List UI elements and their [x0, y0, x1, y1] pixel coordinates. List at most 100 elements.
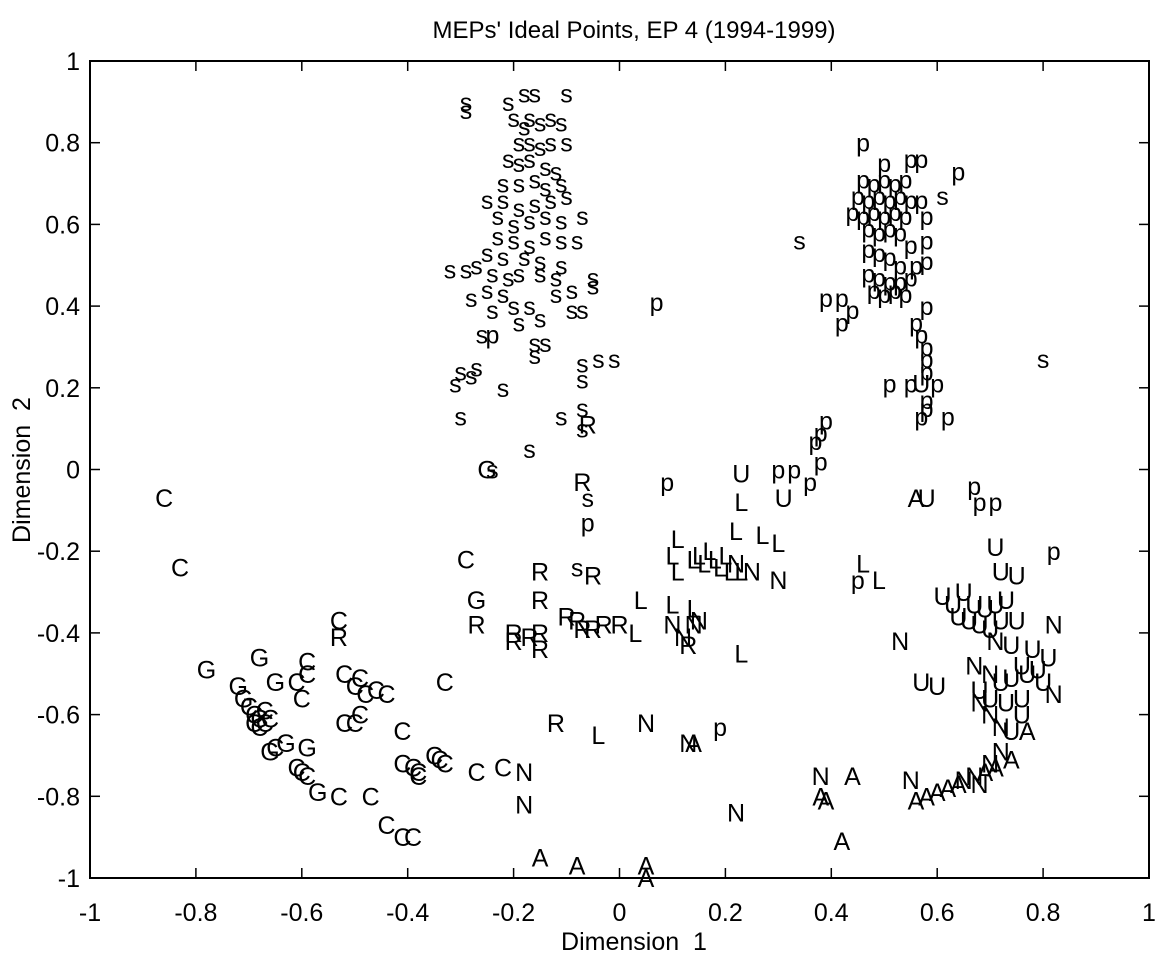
data-point: s [460, 256, 473, 284]
data-point: C [287, 755, 305, 783]
data-point: L [771, 530, 785, 558]
y-axis-label: Dimension 2 [8, 397, 36, 543]
x-tick-label: 0.8 [1026, 899, 1061, 927]
data-point: L [708, 546, 722, 574]
data-point: C [330, 783, 348, 811]
data-point: N [992, 714, 1010, 742]
data-point: N [965, 653, 983, 681]
data-point: N [1045, 681, 1063, 709]
data-point: C [335, 710, 353, 738]
data-point: C [171, 555, 189, 583]
data-point: N [674, 624, 692, 652]
data-point: s [523, 232, 536, 260]
data-point: U [1008, 608, 1026, 636]
x-tick-label: -0.2 [492, 899, 535, 927]
data-point: p [888, 277, 902, 305]
data-point: R [679, 632, 697, 660]
data-point: s [587, 265, 600, 293]
data-point: s [576, 367, 589, 395]
data-point: R [531, 636, 549, 664]
data-point: L [724, 559, 738, 587]
data-point: p [951, 158, 965, 186]
data-point: R [330, 624, 348, 652]
data-point: A [987, 755, 1004, 783]
data-point: U [933, 583, 951, 611]
data-point: s [529, 342, 542, 370]
data-point: s [518, 113, 531, 141]
data-point: s [454, 358, 467, 386]
data-point: C [393, 751, 411, 779]
data-point: s [502, 146, 515, 174]
data-point: s [465, 285, 478, 313]
data-point: C [250, 714, 268, 742]
x-tick-label: -0.8 [174, 899, 217, 927]
data-point: L [591, 722, 605, 750]
data-point: p [914, 322, 928, 350]
data-point: R [468, 612, 486, 640]
data-point: C [367, 677, 385, 705]
data-point: p [861, 236, 875, 264]
data-point: C [245, 710, 263, 738]
y-tick-label: 0.8 [45, 130, 80, 158]
data-point: s [571, 228, 584, 256]
y-tick-label: 0.6 [45, 211, 80, 239]
data-point: A [818, 787, 835, 815]
data-point: s [507, 105, 520, 133]
data-point: s [529, 166, 542, 194]
data-point: p [851, 183, 865, 211]
data-point: p [914, 187, 928, 215]
data-point: s [555, 252, 568, 280]
data-point: s [581, 485, 594, 513]
data-point: G [276, 730, 295, 758]
data-point: C [250, 706, 268, 734]
data-point: s [481, 187, 494, 215]
data-point: R [520, 624, 538, 652]
data-point: s [523, 105, 536, 133]
data-point: R [547, 710, 565, 738]
data-point: U [1023, 636, 1041, 664]
data-point: R [573, 469, 591, 497]
data-point: C [457, 546, 475, 574]
data-point: p [660, 469, 674, 497]
data-point: p [893, 252, 907, 280]
data-point: N [663, 612, 681, 640]
data-point: p [877, 281, 891, 309]
data-point: R [505, 628, 523, 656]
x-tick-label: -1 [79, 899, 101, 927]
data-point: s [544, 130, 557, 158]
data-point: p [883, 244, 897, 272]
x-tick-label: -0.6 [280, 899, 323, 927]
x-tick-label: -0.4 [386, 899, 429, 927]
data-point: G [234, 685, 253, 713]
data-point: C [245, 702, 263, 730]
data-point: U [1013, 653, 1031, 681]
data-point: A [844, 763, 861, 791]
data-point: C [409, 763, 427, 791]
data-point: s [576, 297, 589, 325]
data-point: G [260, 738, 279, 766]
data-point: p [967, 473, 981, 501]
data-point: C [362, 783, 380, 811]
data-point: C [346, 710, 364, 738]
data-point: U [955, 579, 973, 607]
data-point: p [893, 220, 907, 248]
data-point: p [819, 407, 833, 435]
data-point: R [531, 587, 549, 615]
data-point: s [576, 350, 589, 378]
data-point: p [904, 146, 918, 174]
data-point: p [930, 371, 944, 399]
data-point: C [256, 698, 274, 726]
data-point: s [793, 228, 806, 256]
data-point: p [883, 215, 897, 243]
data-point: p [920, 203, 934, 231]
data-point: A [929, 779, 946, 807]
data-point: N [690, 608, 708, 636]
data-point: s [539, 154, 552, 182]
data-point: N [685, 612, 703, 640]
data-point: U [997, 689, 1015, 717]
data-point: s [608, 346, 621, 374]
data-point: U [986, 534, 1004, 562]
data-point: C [430, 747, 448, 775]
data-point: N [981, 702, 999, 730]
